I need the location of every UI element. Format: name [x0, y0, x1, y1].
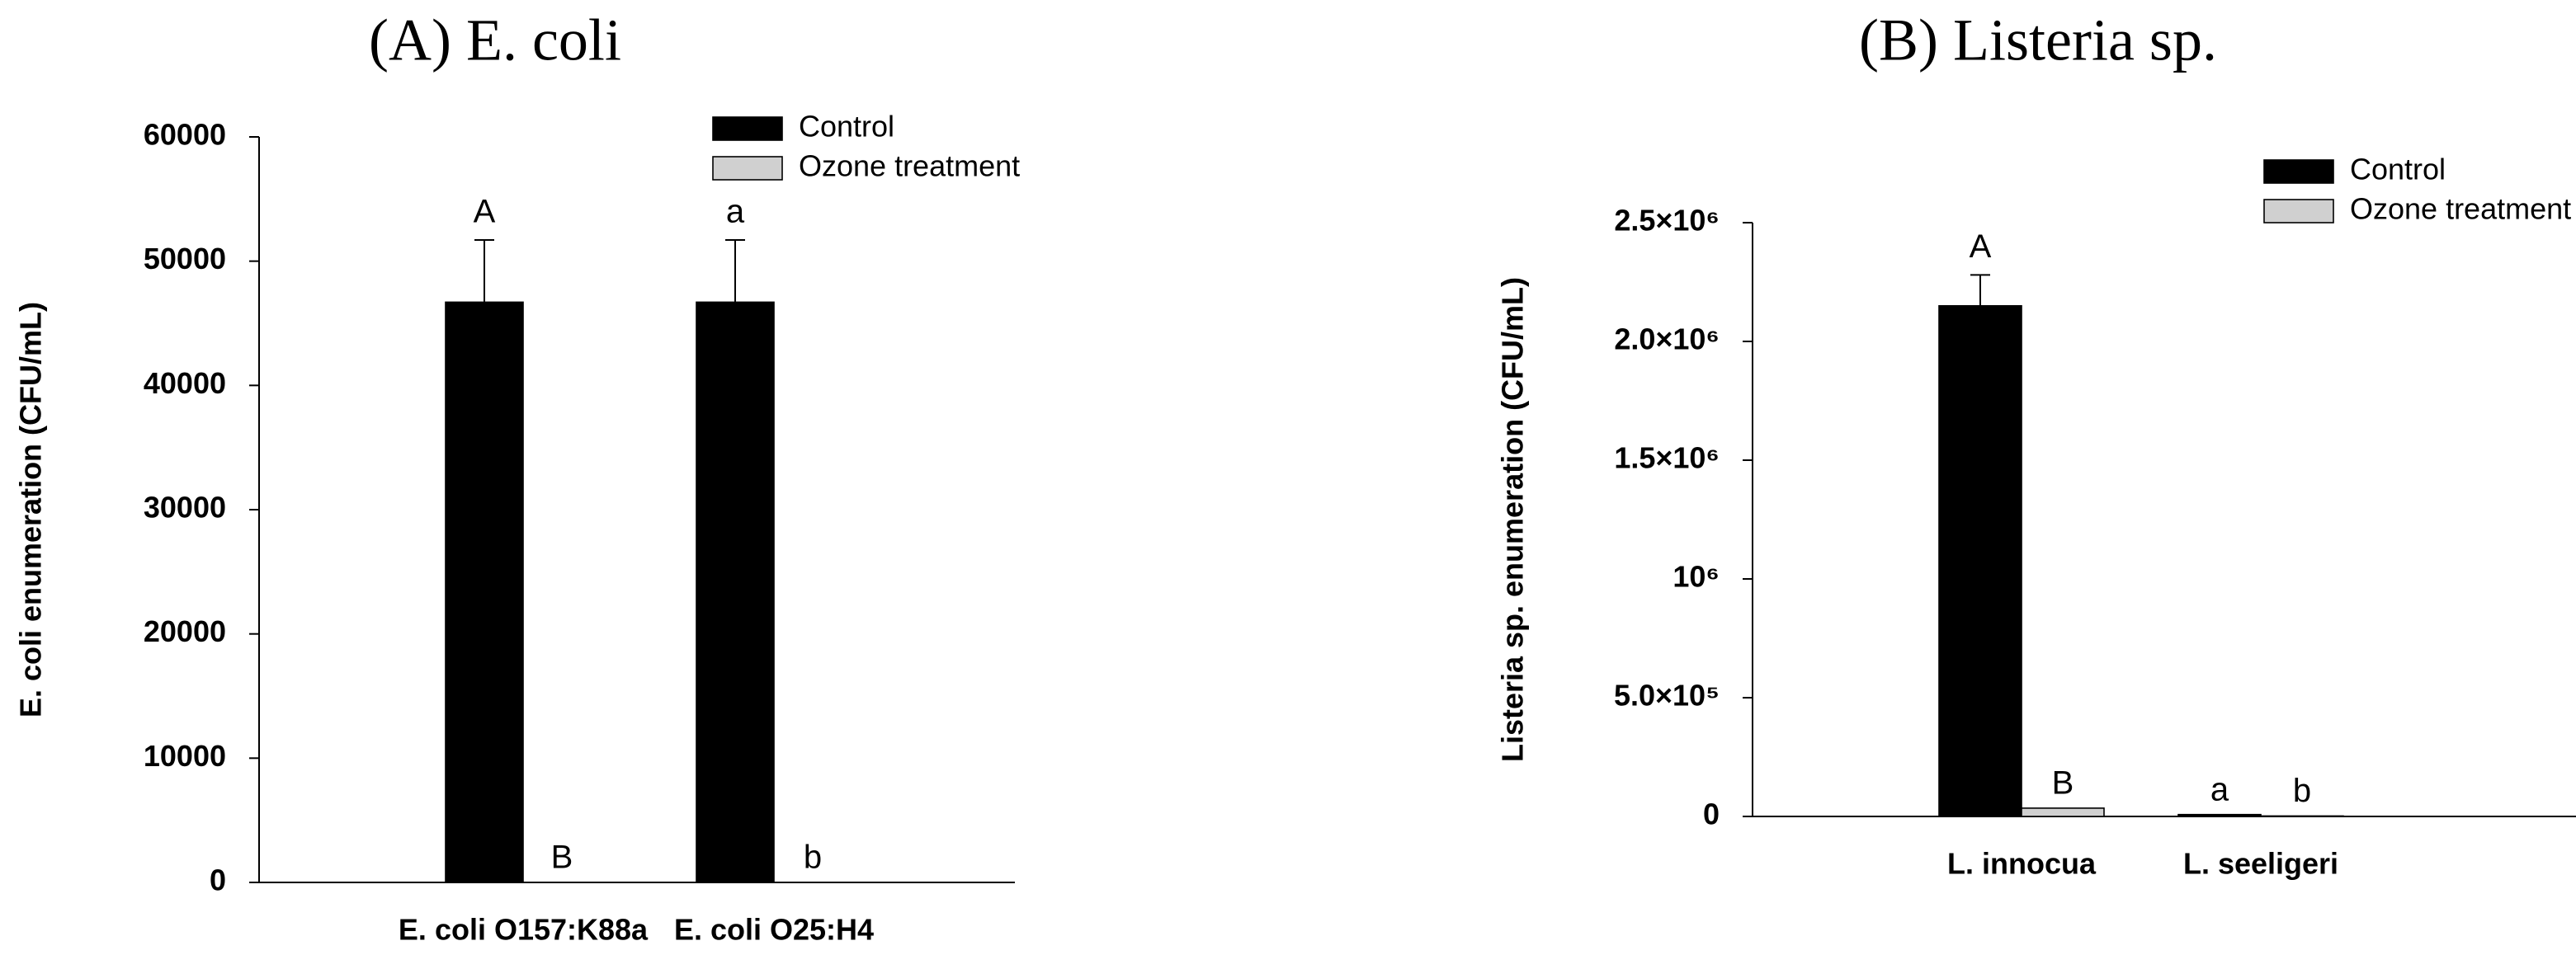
- legend-label: Control: [2350, 153, 2446, 186]
- y-tick-label: 10000: [144, 739, 226, 773]
- significance-letter: A: [1970, 228, 1992, 265]
- legend-swatch: [2263, 199, 2334, 223]
- y-axis-label: Listeria sp. enumeration (CFU/mL): [1496, 277, 1530, 762]
- x-tick-label: E. coli O25:H4: [674, 913, 874, 947]
- y-tick-label: 1.5×10⁶: [1614, 441, 1720, 475]
- significance-letter: A: [474, 194, 496, 230]
- y-tick-label: 40000: [144, 366, 226, 400]
- y-tick-label: 0: [1703, 797, 1720, 831]
- legend-swatch: [2263, 159, 2334, 184]
- legend-label: Ozone treatment: [2350, 192, 2571, 226]
- significance-letter: B: [551, 840, 573, 876]
- chart-title: (B) Listeria sp.: [1859, 7, 2217, 73]
- y-tick-label: 5.0×10⁵: [1614, 679, 1720, 713]
- y-tick-label: 20000: [144, 614, 226, 648]
- legend-label: Control: [799, 110, 894, 143]
- y-tick-label: 2.0×10⁶: [1614, 322, 1720, 356]
- significance-letter: a: [726, 194, 745, 230]
- x-tick-label: E. coli O157:K88a: [399, 913, 649, 947]
- bar: [2177, 813, 2262, 817]
- x-tick-label: L. seeligeri: [2183, 847, 2338, 881]
- y-axis-label: E. coli enumeration (CFU/mL): [14, 302, 48, 717]
- bar: [445, 301, 524, 883]
- x-tick-label: L. innocua: [1947, 847, 2097, 881]
- y-tick-label: 10⁶: [1673, 560, 1720, 594]
- significance-letter: b: [2293, 773, 2311, 809]
- chart-title: (A) E. coli: [369, 7, 621, 73]
- significance-letter: B: [2052, 764, 2074, 801]
- significance-letter: b: [804, 840, 822, 876]
- bar: [1938, 304, 2022, 817]
- legend-label: Ozone treatment: [799, 149, 1020, 183]
- y-tick-label: 30000: [144, 491, 226, 525]
- legend-swatch: [712, 116, 783, 141]
- legend-swatch: [712, 156, 783, 181]
- y-tick-label: 60000: [144, 118, 226, 152]
- bar: [2021, 807, 2105, 817]
- bar: [696, 301, 775, 883]
- y-tick-label: 0: [210, 863, 226, 897]
- y-tick-label: 2.5×10⁶: [1614, 204, 1720, 238]
- y-tick-label: 50000: [144, 242, 226, 275]
- significance-letter: a: [2210, 771, 2229, 807]
